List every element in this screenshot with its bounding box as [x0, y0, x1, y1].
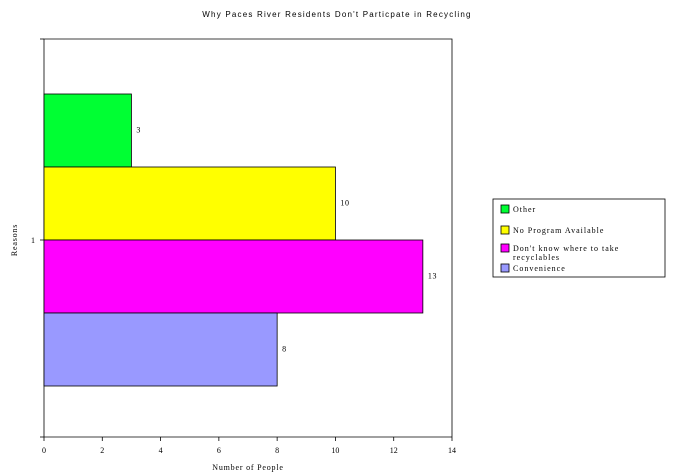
x-tick-label: 10: [331, 446, 339, 455]
plot-area: 3 10 13 8: [40, 38, 453, 438]
x-tick-label: 6: [217, 446, 221, 455]
x-tick-label: 4: [159, 446, 163, 455]
legend-swatch: [500, 243, 510, 253]
x-tick-label: 2: [100, 446, 104, 455]
legend: Other No Program Available Don't know wher…: [492, 198, 666, 278]
legend-label: Don't know where to take recyclables: [513, 244, 619, 262]
x-tick-label: 12: [390, 446, 398, 455]
bar-convenience: [43, 312, 278, 387]
y-axis-label: Reasons: [10, 224, 19, 256]
data-label: 10: [340, 198, 349, 207]
x-tick-label: 8: [275, 446, 279, 455]
legend-swatch: [500, 225, 510, 235]
x-tick-label: 14: [448, 446, 456, 455]
legend-box: [492, 198, 666, 278]
bar-no-program-available: [43, 166, 336, 241]
legend-swatch: [500, 204, 510, 214]
data-label: 3: [136, 125, 141, 134]
legend-swatch: [500, 263, 510, 273]
legend-label: No Program Available: [513, 226, 604, 235]
legend-label: Other: [513, 205, 536, 214]
bar-don-t-know-where-to-take-recyclables: [43, 239, 424, 314]
bar-other: [43, 93, 132, 168]
data-label: 8: [282, 344, 287, 353]
legend-label: Convenience: [513, 264, 566, 273]
x-tick-label: 0: [42, 446, 46, 455]
data-label: 13: [428, 271, 437, 280]
chart-title: Why Paces River Residents Don't Particpa…: [202, 10, 471, 19]
x-axis-ticks: 0 2 4 6 8 10 12 14: [42, 437, 456, 455]
y-category-label: 1: [31, 236, 35, 245]
x-axis-label: Number of People: [212, 463, 283, 472]
